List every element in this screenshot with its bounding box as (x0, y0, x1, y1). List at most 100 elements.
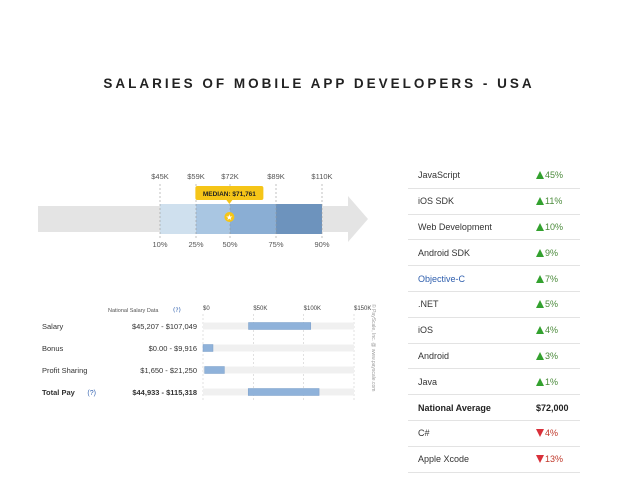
arrow-up-icon (536, 274, 544, 283)
skill-name[interactable]: Objective-C (418, 273, 466, 284)
skill-change: 9% (536, 248, 558, 258)
skill-row: iOS SDK 11% (408, 189, 580, 215)
pay-row-bar (202, 344, 214, 352)
watermark: © PayScale, Inc. @ www.payscale.com (370, 304, 377, 391)
national-salary-header: National Salary Data (108, 308, 159, 314)
axis-tick-label: $100K (304, 306, 321, 312)
percentile-band-1 (160, 204, 196, 234)
percentile-label: 25% (188, 240, 203, 248)
pay-row-track (203, 366, 354, 374)
skill-change: 4% (536, 428, 558, 438)
skill-change: 10% (536, 222, 563, 232)
skill-change-value: 11% (545, 196, 563, 207)
skill-row: JavaScript 45% (408, 163, 580, 189)
salary-tick-label: $72K (221, 172, 239, 181)
arrow-up-icon (536, 351, 544, 360)
skill-name: C# (418, 428, 430, 439)
skill-row: .NET 5% (408, 292, 580, 318)
skill-change-value: 10% (545, 221, 564, 232)
pay-row-range: $44,933 - $115,318 (132, 388, 197, 397)
skill-row: iOS 4% (408, 318, 580, 344)
star-icon (224, 212, 235, 222)
percentile-band-2 (196, 204, 230, 234)
skill-change: 4% (536, 325, 558, 335)
arrow-down-icon (536, 455, 544, 464)
arrow-up-icon (536, 197, 544, 206)
arrow-up-icon (536, 326, 544, 335)
skill-change-value: 3% (545, 350, 559, 361)
skill-name: Android SDK (418, 247, 471, 258)
skill-name: Java (418, 376, 438, 387)
percentile-label: 10% (152, 240, 167, 248)
percentile-band-3 (230, 204, 276, 234)
skill-change-value: 9% (545, 247, 559, 258)
arrow-up-icon (536, 171, 544, 180)
axis-tick-label: $150K (354, 306, 371, 312)
national-average-value: $72,000 (536, 402, 569, 413)
pay-row-range: $0.00 - $9,916 (149, 344, 197, 353)
arrow-up-icon (536, 222, 544, 231)
pay-row-track (203, 344, 354, 352)
skill-row: Java 1% (408, 369, 580, 396)
pay-row-bar (248, 322, 312, 330)
skill-change: 11% (536, 196, 562, 206)
axis-tick-label: $50K (253, 306, 267, 312)
skill-row: Android SDK 9% (408, 240, 580, 267)
skill-name: Apple Xcode (418, 454, 470, 465)
pay-row-label: Profit Sharing (42, 366, 87, 375)
skill-change-value: 4% (545, 325, 559, 336)
skill-change: 3% (536, 351, 558, 361)
axis-tick-label: $0 (203, 306, 210, 312)
skill-change-value: 7% (545, 273, 559, 284)
skill-row: C# 4% (408, 421, 580, 447)
pay-row-label: Salary (42, 322, 64, 331)
pay-row-label: Total Pay (42, 388, 76, 397)
arrow-up-icon (536, 300, 544, 309)
salary-range-chart: $45K 10% $59K 25% $72K 50% $89K 75% $110K 90% MEDI… (38, 172, 368, 248)
skill-row: Objective-C 7% (408, 266, 580, 292)
skill-premium-table: JavaScript 45% iOS SDK 11% Web Development 10… (408, 163, 580, 473)
skill-name: .NET (418, 299, 439, 310)
salary-tick-label: $45K (151, 172, 169, 181)
pay-row-bar (204, 366, 225, 374)
pay-row-range: $1,650 - $21,250 (140, 366, 197, 375)
median-pointer (226, 200, 233, 204)
skill-row: Web Development 10% (408, 215, 580, 241)
arrow-up-icon (536, 377, 544, 386)
skill-row: Android 3% (408, 344, 580, 370)
percentile-label: 50% (222, 240, 237, 248)
skill-change-value: 45% (545, 170, 564, 181)
salary-tick-label: $89K (267, 172, 285, 181)
skill-change: 1% (536, 377, 558, 387)
salary-tick-label: $59K (187, 172, 205, 181)
arrow-down-icon (536, 429, 544, 438)
pay-row-bar (247, 388, 320, 396)
pay-row-range: $45,207 - $107,049 (132, 322, 197, 331)
national-salary-chart: National Salary Data (?) $0 $50K $100K $150K S… (42, 304, 377, 402)
skill-name: JavaScript (418, 170, 461, 181)
skill-change-value: 1% (545, 376, 559, 387)
skill-change: 13% (536, 454, 563, 464)
percentile-label: 90% (314, 240, 329, 248)
star-glyph: ★ (226, 213, 233, 222)
skill-row: Apple Xcode 13% (408, 447, 580, 473)
arrow-up-icon (536, 248, 544, 257)
percentile-label: 75% (268, 240, 283, 248)
skill-change-value: 4% (545, 428, 559, 439)
skill-name: iOS (418, 325, 434, 336)
skill-change: 5% (536, 299, 558, 309)
skill-name: Android (418, 350, 450, 361)
skill-row: National Average $72,000 (408, 395, 580, 421)
skill-name: Web Development (418, 221, 492, 232)
median-label: MEDIAN: $71,761 (203, 191, 256, 198)
skill-change-value: 5% (545, 299, 559, 310)
skill-name: iOS SDK (418, 196, 455, 207)
skill-change: 7% (536, 274, 558, 284)
skill-change-value: 13% (545, 454, 564, 465)
question-circle-icon: (?) (173, 307, 181, 314)
salary-tick-label: $110K (311, 172, 332, 181)
question-circle-icon: (?) (87, 390, 96, 397)
percentile-band-4 (276, 204, 322, 234)
skill-name: National Average (418, 402, 491, 413)
skill-change: 45% (536, 170, 563, 180)
